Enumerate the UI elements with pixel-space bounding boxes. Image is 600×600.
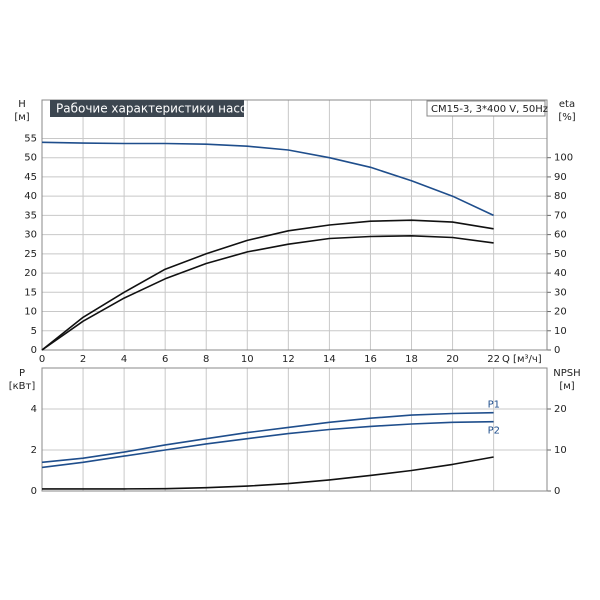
y2-tick-label: 60 [554, 230, 567, 241]
series-line [41, 420, 494, 469]
y-tick-label: 2 [31, 445, 37, 456]
y-tick-label: 25 [24, 249, 37, 260]
y2-tick-label: 70 [554, 210, 567, 221]
y2-tick-label: 10 [554, 445, 567, 456]
y2-axis-unit: [м] [559, 381, 574, 392]
x-tick-label: 18 [405, 354, 418, 365]
x-tick-label: 22 [487, 354, 500, 365]
y-tick-label: 4 [31, 404, 37, 415]
y2-tick-label: 40 [554, 268, 567, 279]
y2-tick-label: 80 [554, 191, 567, 202]
y2-axis-unit: [%] [558, 112, 575, 123]
y-tick-label: 5 [31, 326, 37, 337]
y-tick-label: 15 [24, 287, 37, 298]
y-tick-label: 55 [24, 133, 37, 144]
x-tick-label: 2 [80, 354, 86, 365]
x-tick-label: 0 [39, 354, 45, 365]
series-label: P1 [488, 400, 500, 411]
x-tick-label: 4 [121, 354, 127, 365]
series-line [41, 235, 494, 351]
y-tick-label: 0 [31, 345, 37, 356]
x-tick-label: 8 [203, 354, 209, 365]
y-axis-label: P [19, 368, 25, 379]
y2-tick-label: 10 [554, 326, 567, 337]
y-axis-unit: [кВт] [9, 381, 36, 392]
x-tick-label: 6 [162, 354, 168, 365]
chart-title: Рабочие характеристики насоса [56, 102, 261, 116]
y2-tick-label: 0 [554, 486, 560, 497]
x-tick-label: 16 [364, 354, 377, 365]
series-line [41, 219, 494, 351]
y-tick-label: 0 [31, 486, 37, 497]
plot-frame [41, 99, 548, 351]
series-line [42, 456, 494, 490]
y2-tick-label: 30 [554, 287, 567, 298]
y-tick-label: 35 [24, 210, 37, 221]
y-axis-unit: [м] [14, 112, 29, 123]
y-tick-label: 10 [24, 307, 37, 318]
y2-axis-label: eta [559, 99, 575, 110]
series-label: P2 [488, 426, 500, 437]
x-tick-label: 20 [446, 354, 459, 365]
title-box [50, 100, 244, 117]
y2-tick-label: 90 [554, 172, 567, 183]
y-axis-label: H [18, 99, 26, 110]
y2-tick-label: 0 [554, 345, 560, 356]
y2-tick-label: 20 [554, 307, 567, 318]
x-tick-label: 14 [323, 354, 336, 365]
y2-tick-label: 20 [554, 404, 567, 415]
subtitle-box [426, 100, 546, 117]
y2-tick-label: 100 [554, 153, 573, 164]
y-tick-label: 40 [24, 191, 37, 202]
y2-tick-label: 50 [554, 249, 567, 260]
y2-axis-label: NPSH [553, 368, 580, 379]
x-tick-label: 12 [282, 354, 295, 365]
series-line [41, 411, 494, 464]
y-tick-label: 50 [24, 153, 37, 164]
y-tick-label: 20 [24, 268, 37, 279]
y-tick-label: 45 [24, 172, 37, 183]
plot-frame [41, 367, 548, 492]
y-tick-label: 30 [24, 230, 37, 241]
chart-subtitle: CM15-3, 3*400 V, 50Hz [431, 104, 548, 115]
series-line [41, 141, 494, 217]
x-axis-label: Q [м³/ч] [502, 354, 542, 365]
x-tick-label: 10 [241, 354, 254, 365]
